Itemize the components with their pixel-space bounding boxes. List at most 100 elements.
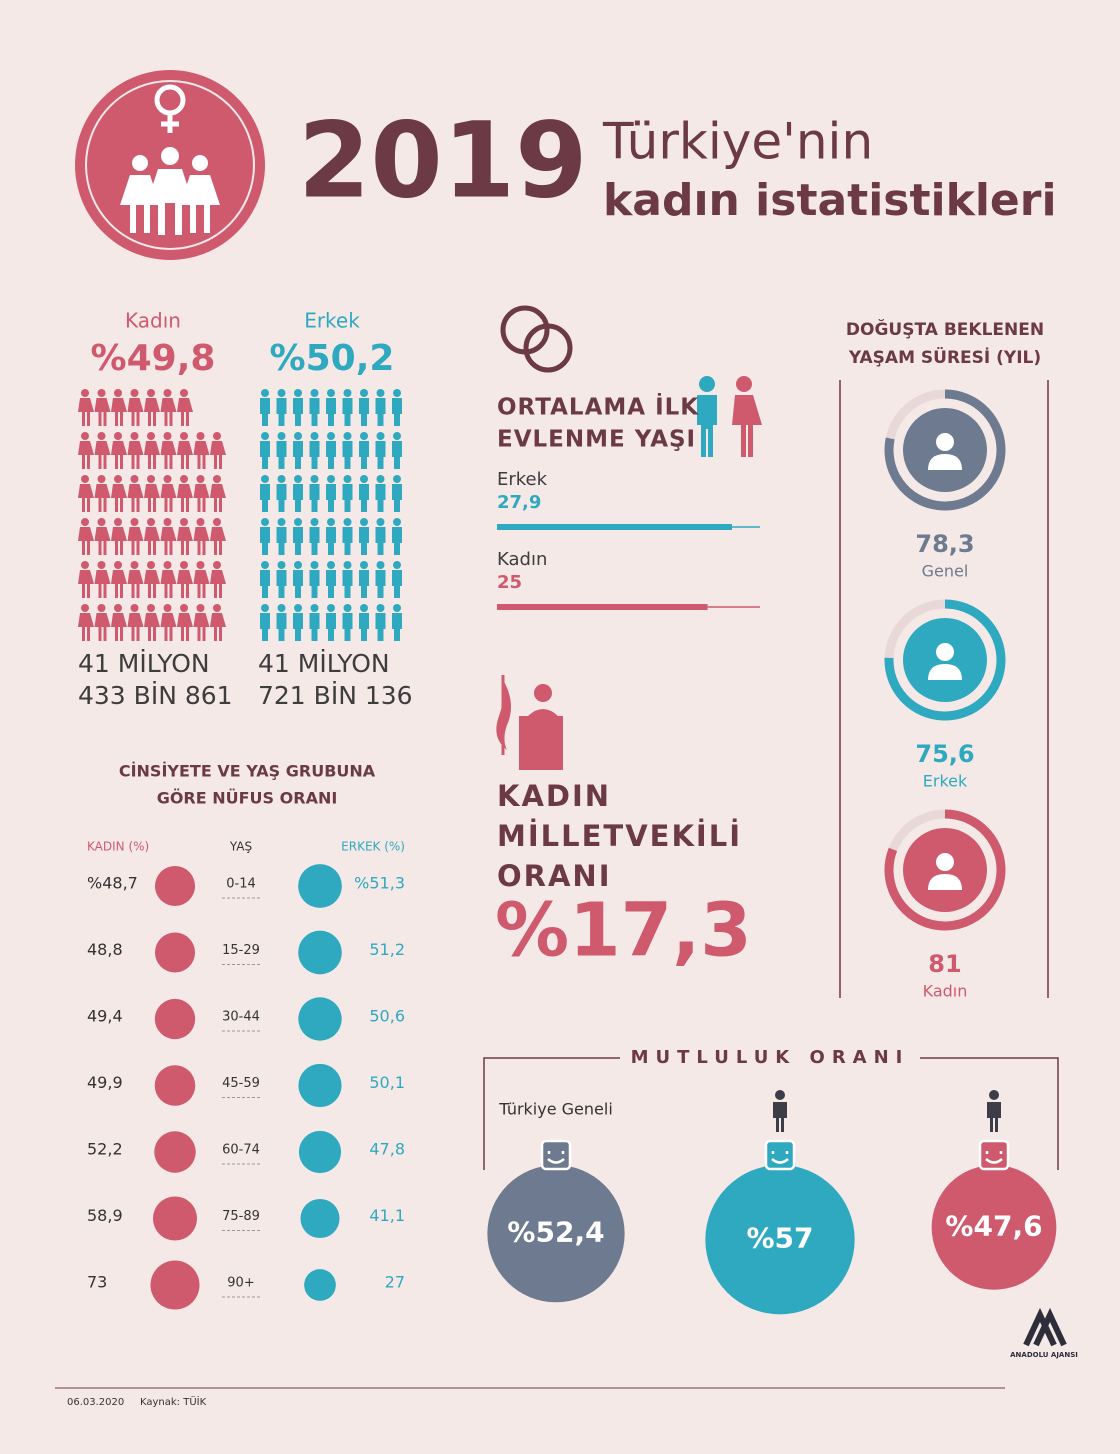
life-label: Kadın xyxy=(923,982,968,1001)
marriage-title: ORTALAMA İLK xyxy=(497,393,699,421)
person-icon xyxy=(160,475,177,512)
person-icon xyxy=(392,518,402,555)
icon-body xyxy=(359,441,369,469)
icon-body xyxy=(392,484,402,512)
icon-body xyxy=(127,570,144,598)
icon-head xyxy=(393,518,401,526)
icon-head xyxy=(393,475,401,483)
icon-body xyxy=(210,527,226,555)
icon-head xyxy=(114,518,122,526)
person-icon xyxy=(260,389,270,426)
person-icon xyxy=(78,432,94,469)
icon-body xyxy=(127,441,144,469)
person-icon xyxy=(94,561,111,598)
icon-head xyxy=(196,604,205,612)
person-icon xyxy=(193,561,210,598)
icon-head xyxy=(81,475,89,483)
icon-body xyxy=(144,398,160,426)
erkek-label: 51,2 xyxy=(369,940,405,959)
icon-body xyxy=(127,398,144,426)
icon-head xyxy=(114,604,122,612)
person-icon xyxy=(193,518,210,555)
icon-body xyxy=(94,441,111,469)
icon-body xyxy=(144,570,160,598)
icon-head xyxy=(213,432,221,440)
icon-body xyxy=(160,527,177,555)
icon-body xyxy=(177,398,193,426)
age-header: ERKEK (%) xyxy=(341,840,405,854)
person-icon xyxy=(78,475,94,512)
icon-body xyxy=(177,441,193,469)
population-count: 721 BİN 136 xyxy=(258,681,413,710)
population-count: 433 BİN 861 xyxy=(78,681,233,710)
icon-body xyxy=(144,441,160,469)
icon-head xyxy=(114,432,122,440)
kadin-circle xyxy=(154,865,196,907)
erkek-circle xyxy=(298,930,342,975)
erkek-circle xyxy=(298,997,342,1041)
icon-head xyxy=(130,389,139,397)
icon-head xyxy=(277,561,286,569)
icon-head xyxy=(180,475,188,483)
icon-body xyxy=(375,570,386,598)
person-icon xyxy=(309,561,320,598)
icon-head xyxy=(294,561,302,569)
icon-body xyxy=(210,484,226,512)
icon-head xyxy=(310,604,319,612)
erkek-circle xyxy=(298,1063,342,1108)
icon-head xyxy=(97,389,106,397)
marriage-title: EVLENME YAŞI xyxy=(497,427,696,453)
icon-head xyxy=(775,1090,785,1100)
title-line: Türkiye'nin xyxy=(602,113,873,171)
kadin-circle xyxy=(154,1065,196,1106)
icon-body xyxy=(160,441,177,469)
kadin-label: 48,8 xyxy=(87,940,123,959)
icon-body xyxy=(326,484,336,512)
icon-body xyxy=(111,527,127,555)
icon-head xyxy=(81,432,89,440)
icon-head xyxy=(180,432,188,440)
icon-body xyxy=(326,527,336,555)
icon-head xyxy=(147,475,155,483)
icon-head xyxy=(213,604,221,612)
person-icon xyxy=(127,432,144,469)
person-icon xyxy=(342,561,353,598)
header-emblem xyxy=(75,70,265,260)
icon-head xyxy=(196,475,205,483)
icon-body xyxy=(326,613,336,641)
person-icon xyxy=(94,518,111,555)
erkek-circle xyxy=(304,1269,336,1301)
icon-head xyxy=(310,561,319,569)
erkek-label: 41,1 xyxy=(369,1206,405,1225)
person-icon xyxy=(210,518,226,555)
icon-head xyxy=(261,604,269,612)
icon-head xyxy=(97,475,106,483)
icon-head xyxy=(114,561,122,569)
kadin-label: 73 xyxy=(87,1273,107,1292)
icon-head xyxy=(277,604,286,612)
population-share: %50,2 xyxy=(270,338,395,379)
icon-body xyxy=(193,527,210,555)
person-icon xyxy=(127,389,144,426)
person-icon xyxy=(359,561,369,598)
person-icon xyxy=(359,432,369,469)
person-icon xyxy=(309,518,320,555)
person-icon xyxy=(276,432,287,469)
icon-head xyxy=(343,518,352,526)
icon-body xyxy=(342,484,353,512)
icon-head xyxy=(310,518,319,526)
icon-body xyxy=(193,613,210,641)
person-icon xyxy=(260,518,270,555)
icon-body xyxy=(276,570,287,598)
person-icon xyxy=(293,604,303,641)
person-icon xyxy=(127,604,144,641)
person-icon xyxy=(260,561,270,598)
icon-body xyxy=(94,527,111,555)
erkek-circle xyxy=(300,1198,340,1239)
parliament-value: %17,3 xyxy=(495,888,752,974)
happiness-circle xyxy=(931,1165,1057,1290)
person-icon xyxy=(392,475,402,512)
person-icon xyxy=(375,432,386,469)
icon-head xyxy=(114,475,122,483)
